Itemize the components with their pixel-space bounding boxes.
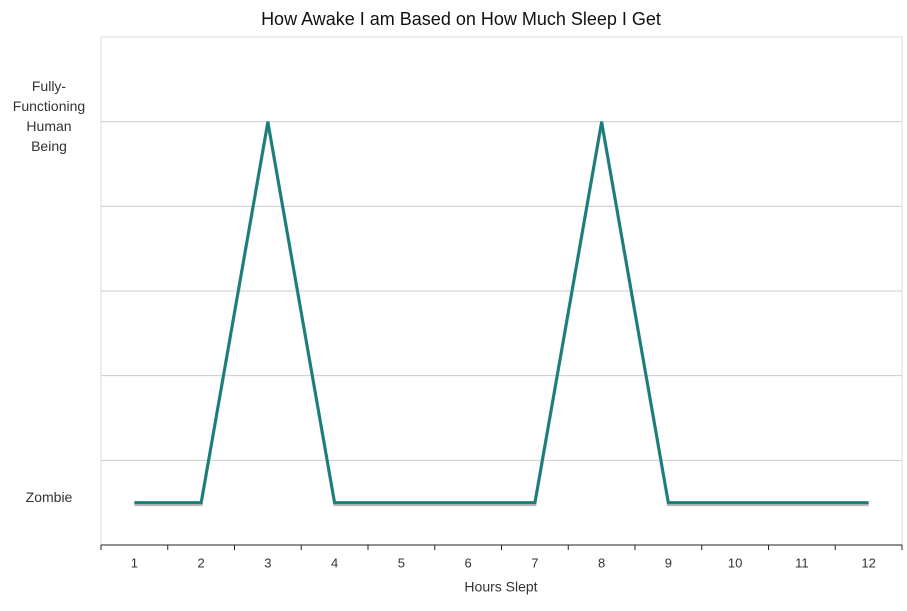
x-tick-label: 1 [131, 555, 138, 570]
line-series [134, 121, 869, 505]
y-tick-label: Fully-Functioning Human Being [12, 77, 86, 154]
x-tick-label: 6 [465, 555, 472, 570]
x-tick-label: 10 [728, 555, 742, 570]
x-tick-label: 5 [398, 555, 405, 570]
y-tick-label: Zombie [25, 488, 73, 505]
x-tick-label: 3 [264, 555, 271, 570]
chart-title: How Awake I am Based on How Much Sleep I… [261, 9, 661, 29]
x-tick-label: 7 [531, 555, 538, 570]
x-tick-label: 12 [861, 555, 875, 570]
line-shadow [134, 123, 869, 507]
x-tick-label: 9 [665, 555, 672, 570]
x-tick-label: 8 [598, 555, 605, 570]
x-tick-label: 2 [198, 555, 205, 570]
x-axis-label: Hours Slept [464, 579, 537, 595]
x-tick-label: 11 [795, 555, 809, 570]
x-tick-label: 4 [331, 555, 338, 570]
